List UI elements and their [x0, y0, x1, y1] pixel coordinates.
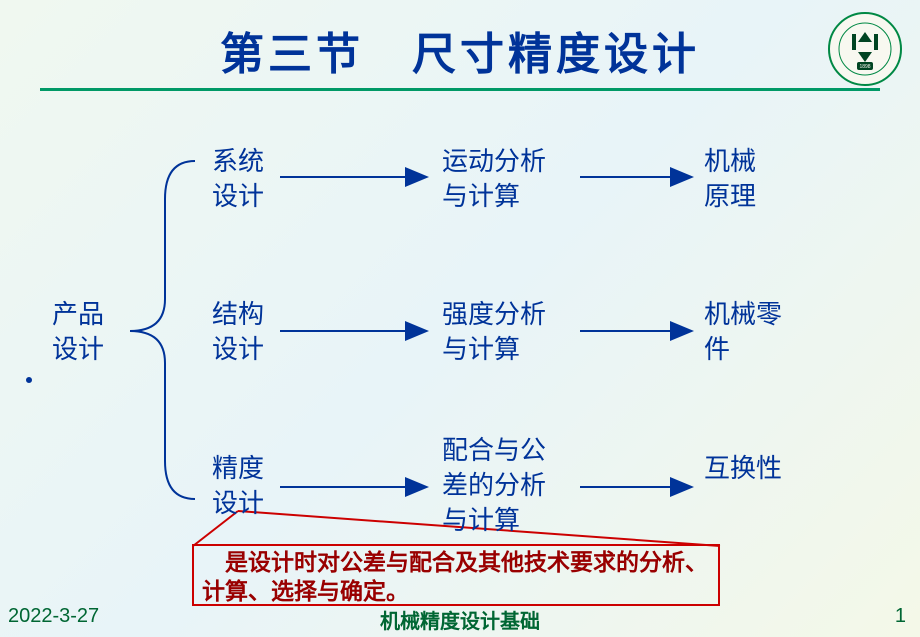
slide-title: 第三节 尺寸精度设计 [0, 18, 920, 82]
footer-page: 1 [895, 605, 906, 628]
diagram-content: 产品 设计 系统 设计 结构 设计 精度 设计 运动分析 与计算 强度分析 与计… [0, 99, 920, 569]
node-interchangeability: 互换性 [704, 451, 782, 486]
node-mechanical-principle: 机械 原理 [704, 144, 756, 214]
university-logo: 1898 [828, 12, 902, 86]
footer-title: 机械精度设计基础 [0, 605, 920, 634]
footer: 2022-3-27 机械精度设计基础 1 [0, 605, 920, 631]
svg-text:1898: 1898 [859, 64, 870, 70]
title-area: 第三节 尺寸精度设计 1898 [0, 0, 920, 99]
node-system-design: 系统 设计 [212, 144, 264, 214]
node-tolerance-analysis: 配合与公 差的分析 与计算 [442, 433, 546, 538]
node-mechanical-parts: 机械零 件 [704, 297, 782, 367]
node-precision-design: 精度 设计 [212, 451, 264, 521]
title-underline [40, 88, 880, 91]
node-root: 产品 设计 [52, 297, 104, 367]
node-structure-design: 结构 设计 [212, 297, 264, 367]
bullet-dot [26, 377, 32, 383]
node-motion-analysis: 运动分析 与计算 [442, 144, 546, 214]
callout-box: 是设计时对公差与配合及其他技术要求的分析、计算、选择与确定。 [192, 544, 720, 606]
node-strength-analysis: 强度分析 与计算 [442, 297, 546, 367]
